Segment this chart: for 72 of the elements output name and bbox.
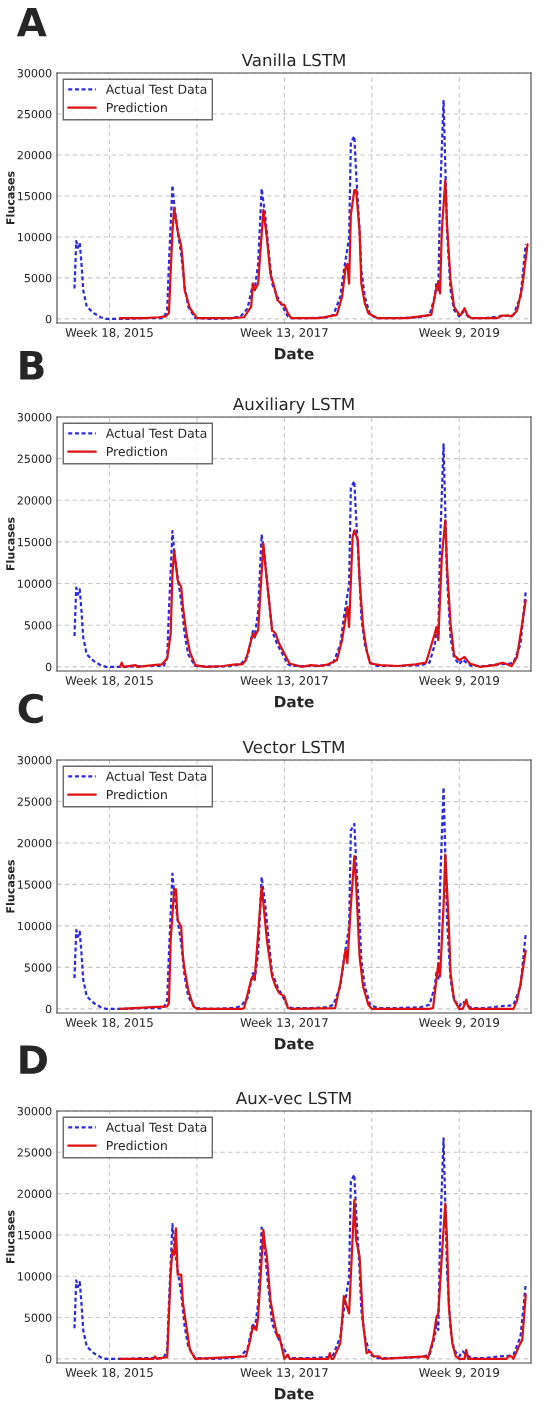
legend-label: Actual Test Data [105,771,207,781]
x-tick-label: Week 13, 2017 [240,327,328,339]
y-tick-label: 15000 [18,1230,52,1240]
x-tick-label: Week 9, 2019 [419,327,500,339]
y-tick-label: 15000 [18,880,52,889]
y-tick-label: 20000 [17,150,52,160]
y-tick-label: 25000 [17,454,52,464]
x-tick-label: Week 13, 2017 [240,1017,328,1029]
x-tick-label: Week 13, 2017 [240,675,328,687]
chart-title: Aux-vec LSTM [235,1091,351,1105]
y-tick-label: 0 [45,314,52,324]
text: B [20,351,44,380]
legend-label: Actual Test Data [105,428,207,438]
y-tick-label: 5000 [24,621,52,630]
x-tick-label: Week 18, 2015 [65,1367,153,1379]
chart-title: Auxiliary LSTM [232,397,354,414]
line-series [73,98,527,321]
x-tick-label: Week 13, 2017 [240,1367,328,1379]
line-series [73,786,527,1010]
y-axis-title: Flucases [5,859,15,913]
y-axis-title: Flucases [5,171,15,225]
line-series [118,853,527,1010]
line-series [118,179,529,320]
y-tick-label: 30000 [17,755,52,765]
y-tick-label: 10000 [18,579,52,588]
y-tick-label: 0 [45,1354,52,1364]
x-axis-title: Date [275,1038,314,1050]
chart-title: Vanilla LSTM [241,53,345,67]
x-axis-title: Date [275,348,314,360]
x-tick-label: Week 18, 2015 [65,327,153,339]
legend-label: Prediction [106,446,167,457]
legend-label: Actual Test Data [105,84,207,94]
y-tick-label: 15000 [18,191,52,201]
y-tick-label: 5000 [24,1313,52,1322]
legend-label: Prediction [106,102,167,113]
y-tick-label: 10000 [18,921,52,931]
legend-label: Actual Test Data [105,1122,207,1132]
y-tick-label: 25000 [17,1148,52,1157]
y-tick-label: 5000 [24,963,52,972]
y-axis-title: Flucases [5,517,15,571]
x-tick-label: Week 18, 2015 [65,1017,153,1029]
y-tick-label: 5000 [24,273,52,283]
y-axis-title: Flucases [5,1210,15,1264]
chart-title: Vector LSTM [242,740,344,754]
x-tick-label: Week 9, 2019 [419,675,500,687]
y-tick-label: 10000 [18,1272,52,1281]
text: D [20,1045,47,1074]
y-tick-label: 25000 [17,109,52,119]
y-tick-label: 20000 [17,1189,52,1198]
y-tick-label: 30000 [17,412,52,422]
line-series [118,1199,527,1360]
line-series [73,443,527,668]
y-tick-label: 0 [45,1004,52,1014]
y-tick-label: 0 [45,662,52,672]
y-tick-label: 10000 [18,232,52,242]
y-tick-label: 30000 [17,1106,52,1116]
legend-label: Prediction [106,789,167,800]
y-tick-label: 15000 [18,537,52,547]
x-axis-title: Date [275,1388,314,1400]
y-tick-label: 25000 [17,797,52,806]
line-series [118,519,527,668]
x-tick-label: Week 9, 2019 [419,1017,500,1029]
x-tick-label: Week 9, 2019 [419,1367,500,1379]
legend-label: Prediction [106,1140,167,1151]
x-axis-title: Date [275,696,314,708]
x-tick-label: Week 18, 2015 [65,675,153,687]
text: C [18,693,43,724]
text: A [16,7,47,37]
y-tick-label: 30000 [17,68,52,78]
line-series [73,1137,527,1360]
y-tick-label: 20000 [17,496,52,505]
y-tick-label: 20000 [17,838,52,848]
